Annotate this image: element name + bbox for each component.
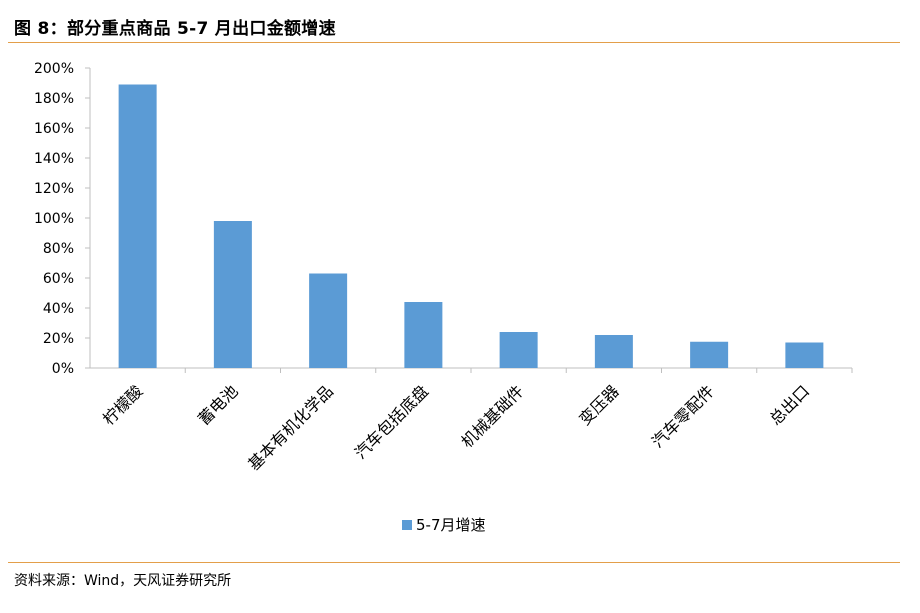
x-category-label: 汽车包括底盘: [351, 381, 432, 462]
legend-swatch: [402, 520, 412, 530]
source-divider: [8, 562, 900, 563]
y-tick-label: 20%: [43, 331, 74, 347]
bar: [594, 335, 633, 368]
x-category-label: 变压器: [575, 381, 622, 428]
y-tick-label: 160%: [34, 121, 74, 137]
y-axis-ticks: 0% 20% 40% 60% 80% 100% 120% 140% 160% 180% 200%: [34, 61, 90, 377]
bar: [213, 221, 252, 368]
figure-title: 图 8：部分重点商品 5-7 月出口金额增速: [14, 19, 336, 39]
y-tick-label: 0%: [52, 361, 74, 377]
bar: [309, 273, 348, 368]
y-tick-label: 80%: [43, 241, 74, 257]
y-tick-label: 140%: [34, 151, 74, 167]
source-note: 资料来源：Wind，天风证券研究所: [14, 573, 232, 589]
legend: 5-7月增速: [402, 516, 486, 534]
y-tick-label: 60%: [43, 271, 74, 287]
title-divider: [8, 42, 900, 43]
x-axis-labels: 柠檬酸 蓄电池 基本有机化学品 汽车包括底盘 机械基础件 变压器 汽车零配件 总出口: [99, 368, 853, 474]
x-category-label: 机械基础件: [457, 381, 527, 451]
legend-label: 5-7月增速: [416, 516, 486, 534]
x-category-label: 柠檬酸: [99, 381, 146, 428]
bar: [690, 341, 729, 368]
bar-series: [118, 84, 824, 368]
x-category-label: 蓄电池: [194, 381, 241, 428]
x-category-label: 基本有机化学品: [244, 381, 337, 474]
chart-axes: [89, 68, 852, 369]
bar: [785, 342, 824, 368]
y-tick-label: 100%: [34, 211, 74, 227]
y-tick-label: 180%: [34, 91, 74, 107]
y-tick-label: 120%: [34, 181, 74, 197]
bar: [499, 332, 538, 368]
bar: [118, 84, 157, 368]
x-category-label: 汽车零配件: [648, 381, 718, 451]
bar: [404, 302, 443, 368]
bar-chart: 0% 20% 40% 60% 80% 100% 120% 140% 160% 180% 200% 柠…: [34, 61, 853, 534]
y-tick-label: 200%: [34, 61, 74, 77]
x-category-label: 总出口: [766, 381, 813, 428]
y-tick-label: 40%: [43, 301, 74, 317]
